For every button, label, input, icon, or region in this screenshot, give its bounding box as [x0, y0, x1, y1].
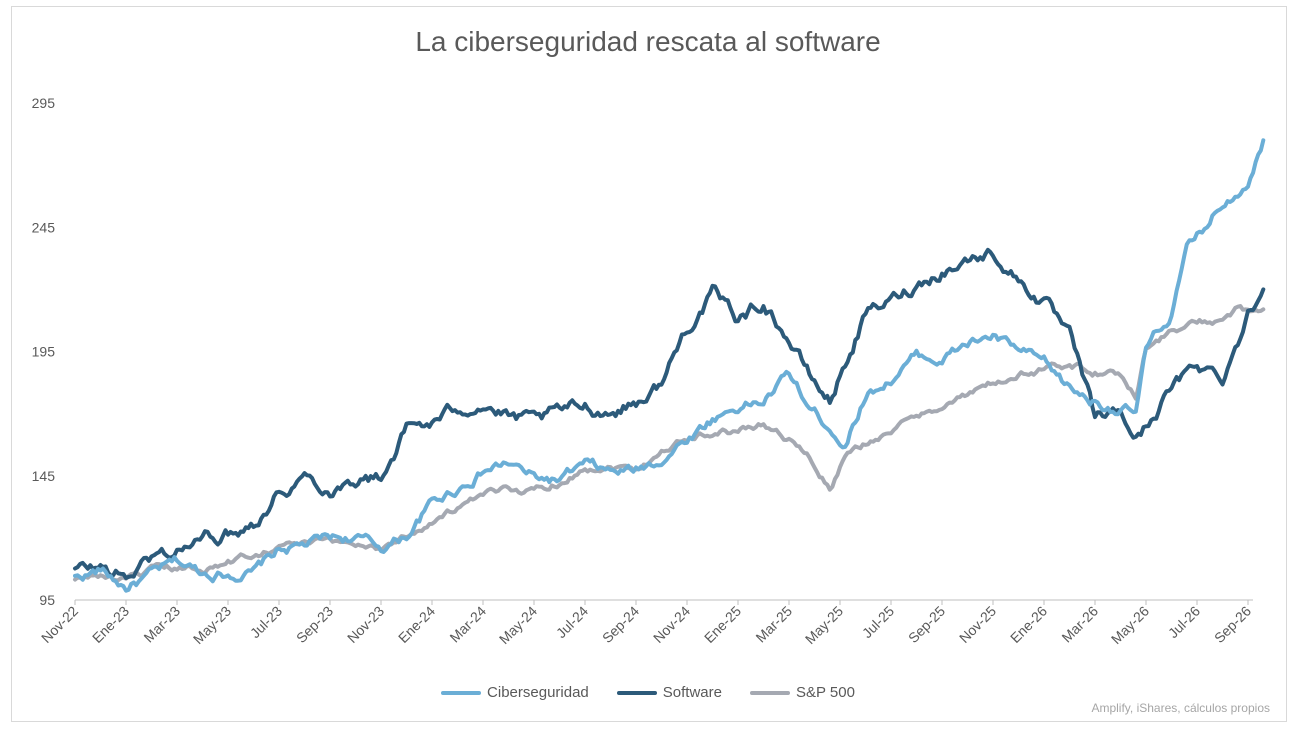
x-tick-label: May-24 — [496, 603, 540, 647]
x-tick-label: Sep-23 — [293, 603, 336, 646]
x-tick-label: May-23 — [190, 603, 234, 647]
x-tick-label: Jul-25 — [859, 603, 897, 641]
series-line-ciberseguridad — [73, 138, 1266, 593]
y-tick-label: 95 — [39, 592, 55, 608]
legend-swatch — [441, 690, 482, 695]
x-tick-label: Nov-24 — [650, 603, 693, 646]
y-tick-label: 245 — [32, 219, 56, 235]
legend-swatch — [749, 690, 790, 695]
legend-label: Software — [662, 684, 722, 701]
x-tick-label: May-26 — [1108, 603, 1152, 647]
legend-label: Ciberseguridad — [487, 684, 589, 701]
y-tick-label: 145 — [32, 468, 56, 484]
x-tick-label: Nov-23 — [344, 603, 387, 646]
x-tick-label: Jul-24 — [553, 603, 591, 641]
source-note: Amplify, iShares, cálculos propios — [1091, 701, 1270, 715]
x-tick-label: Mar-26 — [1058, 603, 1101, 646]
x-tick-label: Ene-26 — [1007, 603, 1050, 646]
x-tick-label: Ene-23 — [89, 603, 132, 646]
x-tick-label: Mar-25 — [752, 603, 795, 646]
chart-title: La ciberseguridad rescata al software — [415, 26, 881, 57]
x-tick-label: Nov-22 — [38, 603, 81, 646]
x-tick-label: Sep-24 — [599, 603, 642, 646]
x-tick-label: Ene-24 — [395, 603, 438, 646]
legend-label: S&P 500 — [795, 684, 855, 701]
x-tick-label: Ene-25 — [701, 603, 744, 646]
x-axis: Nov-22 Ene-23 Mar-23 May-23 Jul-23 Sep-23 Nov-… — [38, 599, 1254, 647]
x-tick-label: Jul-23 — [247, 603, 285, 641]
x-tick-label: Mar-24 — [446, 603, 489, 646]
x-tick-label: Mar-23 — [140, 603, 183, 646]
series-line-software — [73, 247, 1266, 580]
y-tick-label: 195 — [32, 344, 56, 360]
legend-item: Ciberseguridad — [441, 684, 589, 701]
x-tick-label: Sep-26 — [1211, 603, 1254, 646]
legend-item: Software — [616, 684, 722, 701]
legend: Ciberseguridad Software S&P 500 — [0, 684, 1296, 701]
series-line-s-p-500 — [73, 304, 1266, 583]
x-tick-label: Nov-25 — [956, 603, 999, 646]
x-tick-label: May-25 — [802, 603, 846, 647]
series-layer — [73, 138, 1266, 593]
x-tick-label: Sep-25 — [905, 603, 948, 646]
y-tick-label: 295 — [32, 95, 56, 111]
x-tick-label: Jul-26 — [1165, 603, 1203, 641]
legend-swatch — [616, 690, 657, 695]
y-axis: 95 145 195 245 295 — [32, 95, 56, 608]
legend-item: S&P 500 — [749, 684, 855, 701]
